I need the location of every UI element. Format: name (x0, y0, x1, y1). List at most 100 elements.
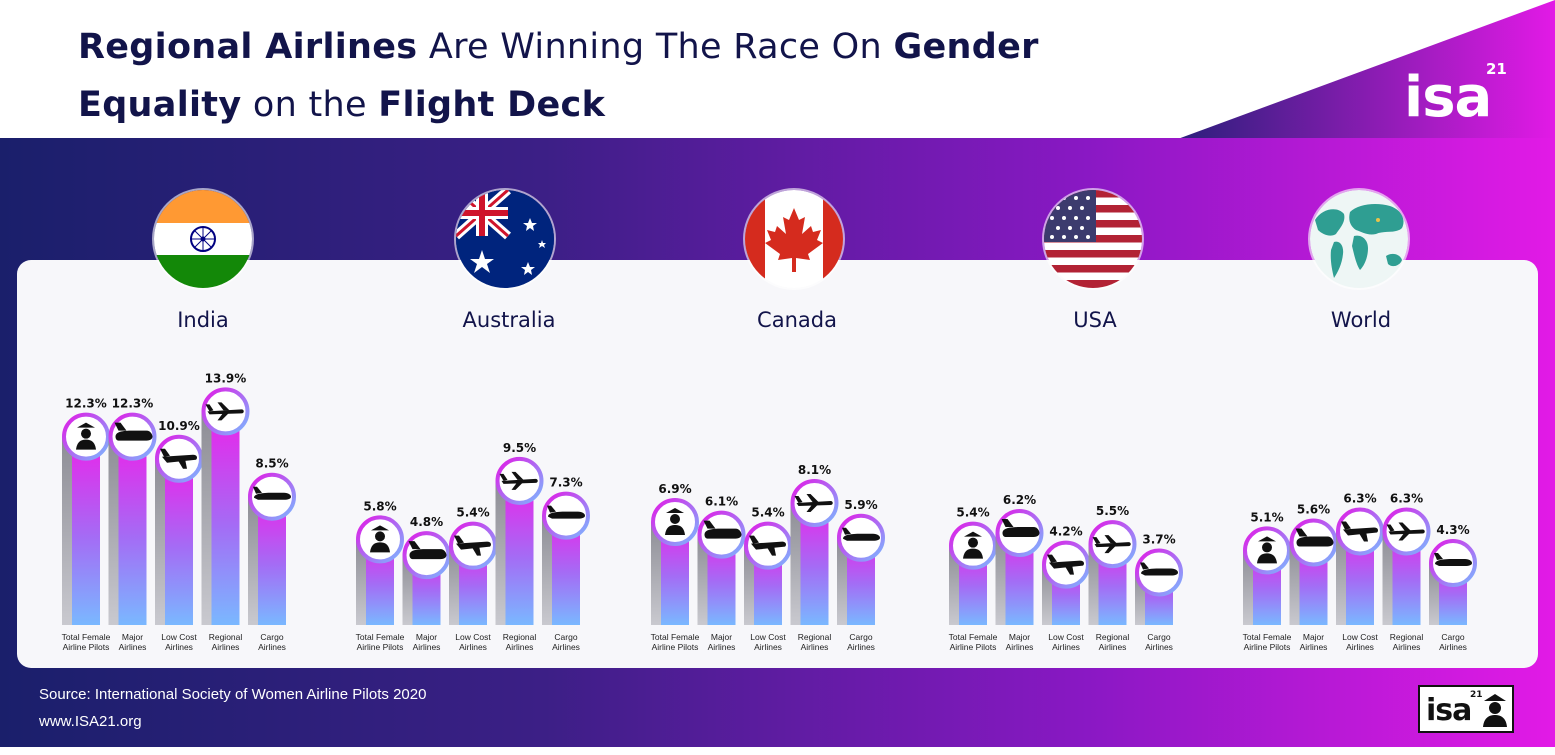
logo-superscript: 21 (1486, 60, 1507, 78)
page-title: Regional Airlines Are Winning The Race O… (78, 18, 1168, 134)
header: Regional Airlines Are Winning The Race O… (0, 0, 1555, 140)
bar-india-1 (118, 430, 147, 625)
category-label-world-2: Low Cost Airlines (1342, 632, 1378, 652)
source-note: Source: International Society of Women A… (39, 686, 427, 703)
value-label-india-0: 12.3% (65, 397, 107, 411)
bar-side-canada-0 (651, 521, 661, 625)
value-label-usa-1: 6.2% (1003, 493, 1036, 507)
country-label-canada: Canada (757, 308, 837, 332)
country-label-india: India (177, 308, 229, 332)
value-label-world-3: 6.3% (1390, 491, 1423, 505)
logo-bottom-superscript: 21 (1470, 690, 1483, 700)
pilot-logo-icon (1483, 694, 1507, 727)
low-cost-airliner-icon (454, 535, 491, 556)
website-link[interactable]: www.ISA21.org (39, 713, 142, 730)
cargo-airliner-icon (842, 527, 880, 541)
value-label-usa-0: 5.4% (956, 506, 989, 520)
category-label-australia-3: Regional Airlines (503, 632, 537, 652)
category-label-world-4: Cargo Airlines (1439, 632, 1467, 652)
value-label-world-2: 6.3% (1343, 491, 1376, 505)
category-label-usa-4: Cargo Airlines (1145, 632, 1173, 652)
value-label-world-0: 5.1% (1250, 510, 1283, 524)
category-label-usa-0: Total Female Airline Pilots (949, 632, 998, 652)
pilot-icon (370, 525, 390, 553)
category-label-canada-4: Cargo Airlines (847, 632, 875, 652)
value-label-india-4: 8.5% (255, 457, 288, 471)
value-label-australia-2: 5.4% (456, 506, 489, 520)
category-label-india-1: Major Airlines (119, 632, 147, 652)
low-cost-airliner-icon (1341, 521, 1378, 542)
bottom-strip (0, 747, 1555, 755)
value-label-india-3: 13.9% (205, 371, 247, 385)
value-label-usa-2: 4.2% (1049, 525, 1082, 539)
bar-side-world-2 (1336, 531, 1346, 625)
bar-side-australia-0 (356, 539, 366, 625)
cargo-airliner-icon (1434, 553, 1472, 567)
bar-side-world-1 (1289, 542, 1300, 625)
value-label-canada-0: 6.9% (658, 482, 691, 496)
bar-side-world-4 (1429, 563, 1439, 625)
title-part-3: on the (241, 85, 379, 125)
value-label-australia-1: 4.8% (410, 515, 443, 529)
bar-side-usa-2 (1042, 564, 1052, 625)
value-label-australia-3: 9.5% (503, 441, 536, 455)
value-label-canada-1: 6.1% (705, 495, 738, 509)
isa21-logo: isa 21 (1398, 60, 1518, 130)
bar-side-australia-1 (402, 555, 413, 625)
bar-india-0 (72, 430, 100, 625)
category-label-australia-1: Major Airlines (413, 632, 441, 652)
pilot-icon (963, 531, 983, 559)
bar-side-usa-0 (949, 545, 959, 625)
major-airliner-icon (408, 541, 447, 560)
bar-india-3 (211, 405, 240, 625)
value-label-india-2: 10.9% (158, 419, 200, 433)
category-label-canada-1: Major Airlines (708, 632, 736, 652)
world-map (1310, 190, 1408, 288)
bar-side-australia-3 (495, 480, 506, 625)
title-part-4: Flight Deck (378, 85, 606, 125)
isa21-logo-bottom: isa 21 (1418, 685, 1514, 733)
cargo-airliner-icon (1140, 562, 1178, 576)
major-airliner-icon (114, 422, 153, 441)
regional-airliner-icon (205, 402, 244, 421)
bar-side-australia-2 (449, 545, 459, 625)
country-label-usa: USA (1073, 308, 1117, 332)
value-label-australia-4: 7.3% (549, 476, 582, 490)
category-label-india-0: Total Female Airline Pilots (62, 632, 111, 652)
value-label-india-1: 12.3% (112, 397, 154, 411)
low-cost-airliner-icon (160, 448, 197, 469)
category-label-world-3: Regional Airlines (1390, 632, 1424, 652)
low-cost-airliner-icon (749, 535, 786, 556)
cargo-airliner-icon (253, 486, 291, 500)
bar-side-canada-4 (837, 537, 847, 625)
value-label-world-1: 5.6% (1297, 503, 1330, 517)
value-label-usa-4: 3.7% (1142, 533, 1175, 547)
logo-text: isa (1404, 65, 1492, 130)
pilot-icon (665, 507, 685, 535)
major-airliner-icon (1295, 528, 1334, 547)
category-label-australia-2: Low Cost Airlines (455, 632, 491, 652)
logo-bottom-text: isa (1426, 693, 1472, 728)
category-label-canada-0: Total Female Airline Pilots (651, 632, 700, 652)
low-cost-airliner-icon (1047, 554, 1084, 575)
bar-side-australia-4 (542, 515, 552, 625)
major-airliner-icon (703, 520, 742, 539)
regional-airliner-icon (499, 471, 538, 490)
value-label-canada-4: 5.9% (844, 498, 877, 512)
category-label-usa-2: Low Cost Airlines (1048, 632, 1084, 652)
header-wedge (1175, 0, 1555, 140)
regional-airliner-icon (1386, 522, 1425, 541)
category-label-australia-4: Cargo Airlines (552, 632, 580, 652)
category-label-world-1: Major Airlines (1300, 632, 1328, 652)
title-part-0: Regional Airlines (78, 27, 418, 67)
category-label-usa-1: Major Airlines (1006, 632, 1034, 652)
cargo-airliner-icon (547, 505, 585, 519)
bar-side-world-3 (1382, 531, 1393, 625)
bar-side-usa-1 (995, 533, 1006, 625)
bar-side-usa-4 (1135, 572, 1145, 625)
bar-side-canada-2 (744, 545, 754, 625)
bar-side-canada-1 (697, 534, 708, 625)
title-part-2: Gender Equality (78, 27, 1039, 125)
value-label-australia-0: 5.8% (363, 499, 396, 513)
